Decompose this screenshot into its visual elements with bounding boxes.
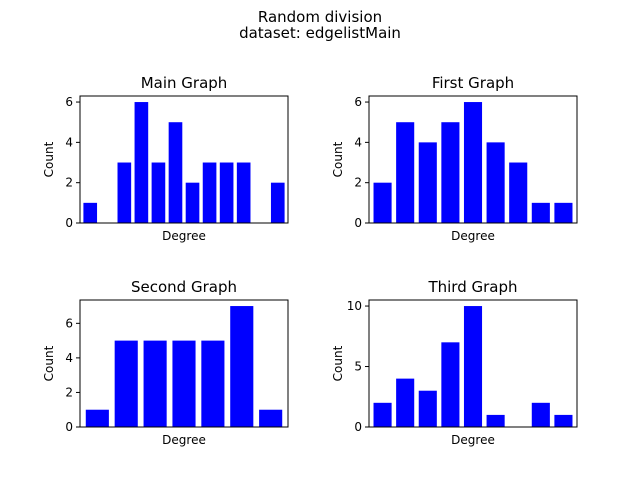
bar [531,202,550,223]
y-tick-label: 6 [65,316,73,330]
y-axis-label: Count [42,141,56,177]
subplot-title: Second Graph [131,278,237,296]
plot-frame [368,299,578,428]
bar-group [83,102,285,223]
bar [201,340,225,427]
x-axis-label: Degree [451,433,495,447]
y-tick-label: 2 [65,385,73,399]
x-axis-label: Degree [451,229,495,243]
bar [114,340,138,427]
y-tick-group: 0 2 4 6 [65,95,80,230]
bar [554,414,573,427]
bar [486,414,505,427]
y-axis-label: Count [331,141,345,177]
bar-group [85,306,283,427]
bar [83,202,98,223]
subplot-title: Main Graph [141,74,228,92]
y-tick-label: 2 [65,176,73,190]
y-tick-label: 10 [347,299,362,313]
bar [172,340,196,427]
bar [418,390,437,427]
y-tick-label: 6 [65,95,73,109]
y-tick-label: 0 [354,216,362,230]
plot-frame [79,95,289,224]
y-axis-label: Count [42,345,56,381]
bar [554,202,573,223]
figure-suptitle-line2: dataset: edgelistMain [239,24,401,42]
subplot-first-graph: First Graph Degree Count 0 2 4 6 [331,74,578,243]
bar [236,162,251,223]
bar [486,142,505,223]
bar [373,402,392,427]
bar [134,102,149,223]
bar [418,142,437,223]
subplot-second-graph: Second Graph Degree Count 0 2 4 6 [42,278,289,447]
plot-frame [368,95,578,224]
bar [151,162,166,223]
subplot-third-graph: Third Graph Degree Count 0 5 10 [331,278,578,447]
bar [185,182,200,223]
y-tick-group: 0 2 4 6 [354,95,369,230]
bar [509,162,528,223]
x-axis-label: Degree [162,433,206,447]
figure-suptitle-line1: Random division [258,8,382,26]
y-tick-group: 0 2 4 6 [65,316,80,434]
bar [219,162,234,223]
bar [531,402,550,427]
bar [230,306,254,427]
bar [396,378,415,427]
y-tick-label: 4 [65,135,73,149]
bar-group [373,306,573,427]
plot-frame [79,299,289,428]
bar [463,306,483,427]
y-tick-label: 0 [354,420,362,434]
bar [373,182,392,223]
bar [441,342,460,427]
bar [85,409,109,427]
bar [441,122,460,223]
y-tick-group: 0 5 10 [347,299,369,434]
bar [117,162,132,223]
x-axis-label: Degree [162,229,206,243]
subplot-title: First Graph [432,74,514,92]
bar [463,102,483,223]
y-tick-label: 0 [65,420,73,434]
bar [259,409,283,427]
y-tick-label: 2 [354,176,362,190]
bar [168,122,183,223]
bar [143,340,167,427]
y-axis-label: Count [331,345,345,381]
subplot-main-graph: Main Graph Degree Count 0 2 4 6 [42,74,289,243]
y-tick-label: 6 [354,95,362,109]
y-tick-label: 5 [354,360,362,374]
bar-group [373,102,573,223]
y-tick-label: 0 [65,216,73,230]
bar [396,122,415,223]
bar [202,162,217,223]
y-tick-label: 4 [354,135,362,149]
y-tick-label: 4 [65,351,73,365]
subplot-title: Third Graph [427,278,517,296]
bar [270,182,285,223]
